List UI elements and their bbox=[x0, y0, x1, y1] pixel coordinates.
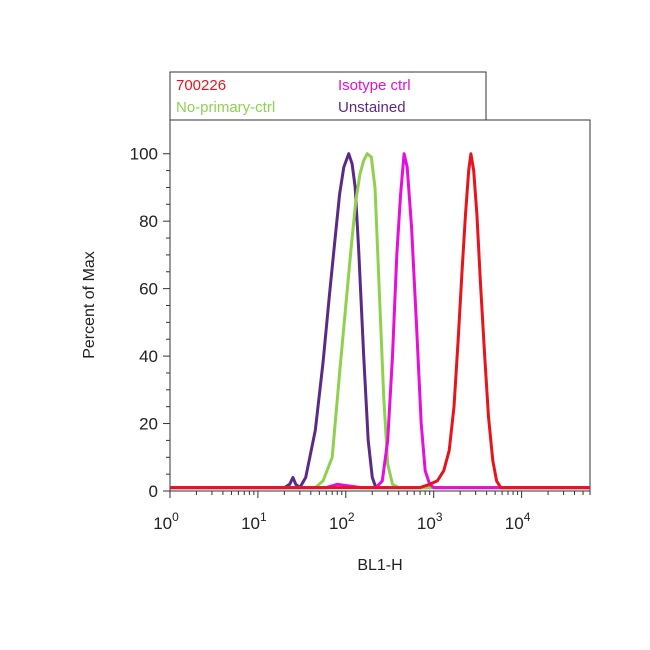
legend: 700226 Isotype ctrl No-primary-ctrl Unst… bbox=[169, 71, 487, 121]
y-tick-label: 60 bbox=[139, 280, 158, 299]
x-axis-label: BL1-H bbox=[357, 557, 402, 574]
legend-entry-700226: 700226 bbox=[176, 77, 226, 94]
y-tick-label: 40 bbox=[139, 347, 158, 366]
x-tick-label: 100 bbox=[153, 510, 179, 533]
y-tick-label: 0 bbox=[149, 482, 158, 501]
series-line-700226 bbox=[170, 152, 590, 490]
series-layer bbox=[170, 152, 590, 490]
y-axis-label: Percent of Max bbox=[81, 251, 98, 359]
x-tick-label: 102 bbox=[329, 510, 355, 533]
legend-entry-isotype-ctrl: Isotype ctrl bbox=[338, 77, 411, 94]
x-tick-label: 104 bbox=[505, 510, 531, 533]
y-tick-label: 100 bbox=[130, 145, 158, 164]
y-tick-label: 80 bbox=[139, 212, 158, 231]
y-tick-label: 20 bbox=[139, 415, 158, 434]
series-line-unstained bbox=[170, 152, 590, 490]
y-axis: 0 20 40 60 80 100 bbox=[130, 145, 170, 501]
series-line-no-primary-ctrl bbox=[170, 152, 590, 490]
legend-entry-unstained: Unstained bbox=[338, 99, 406, 116]
x-axis: 100 101 102 103 104 bbox=[153, 491, 591, 533]
legend-box bbox=[169, 71, 487, 121]
x-tick-label: 103 bbox=[417, 510, 443, 533]
legend-entry-no-primary-ctrl: No-primary-ctrl bbox=[176, 99, 275, 116]
x-tick-label: 101 bbox=[241, 510, 267, 533]
